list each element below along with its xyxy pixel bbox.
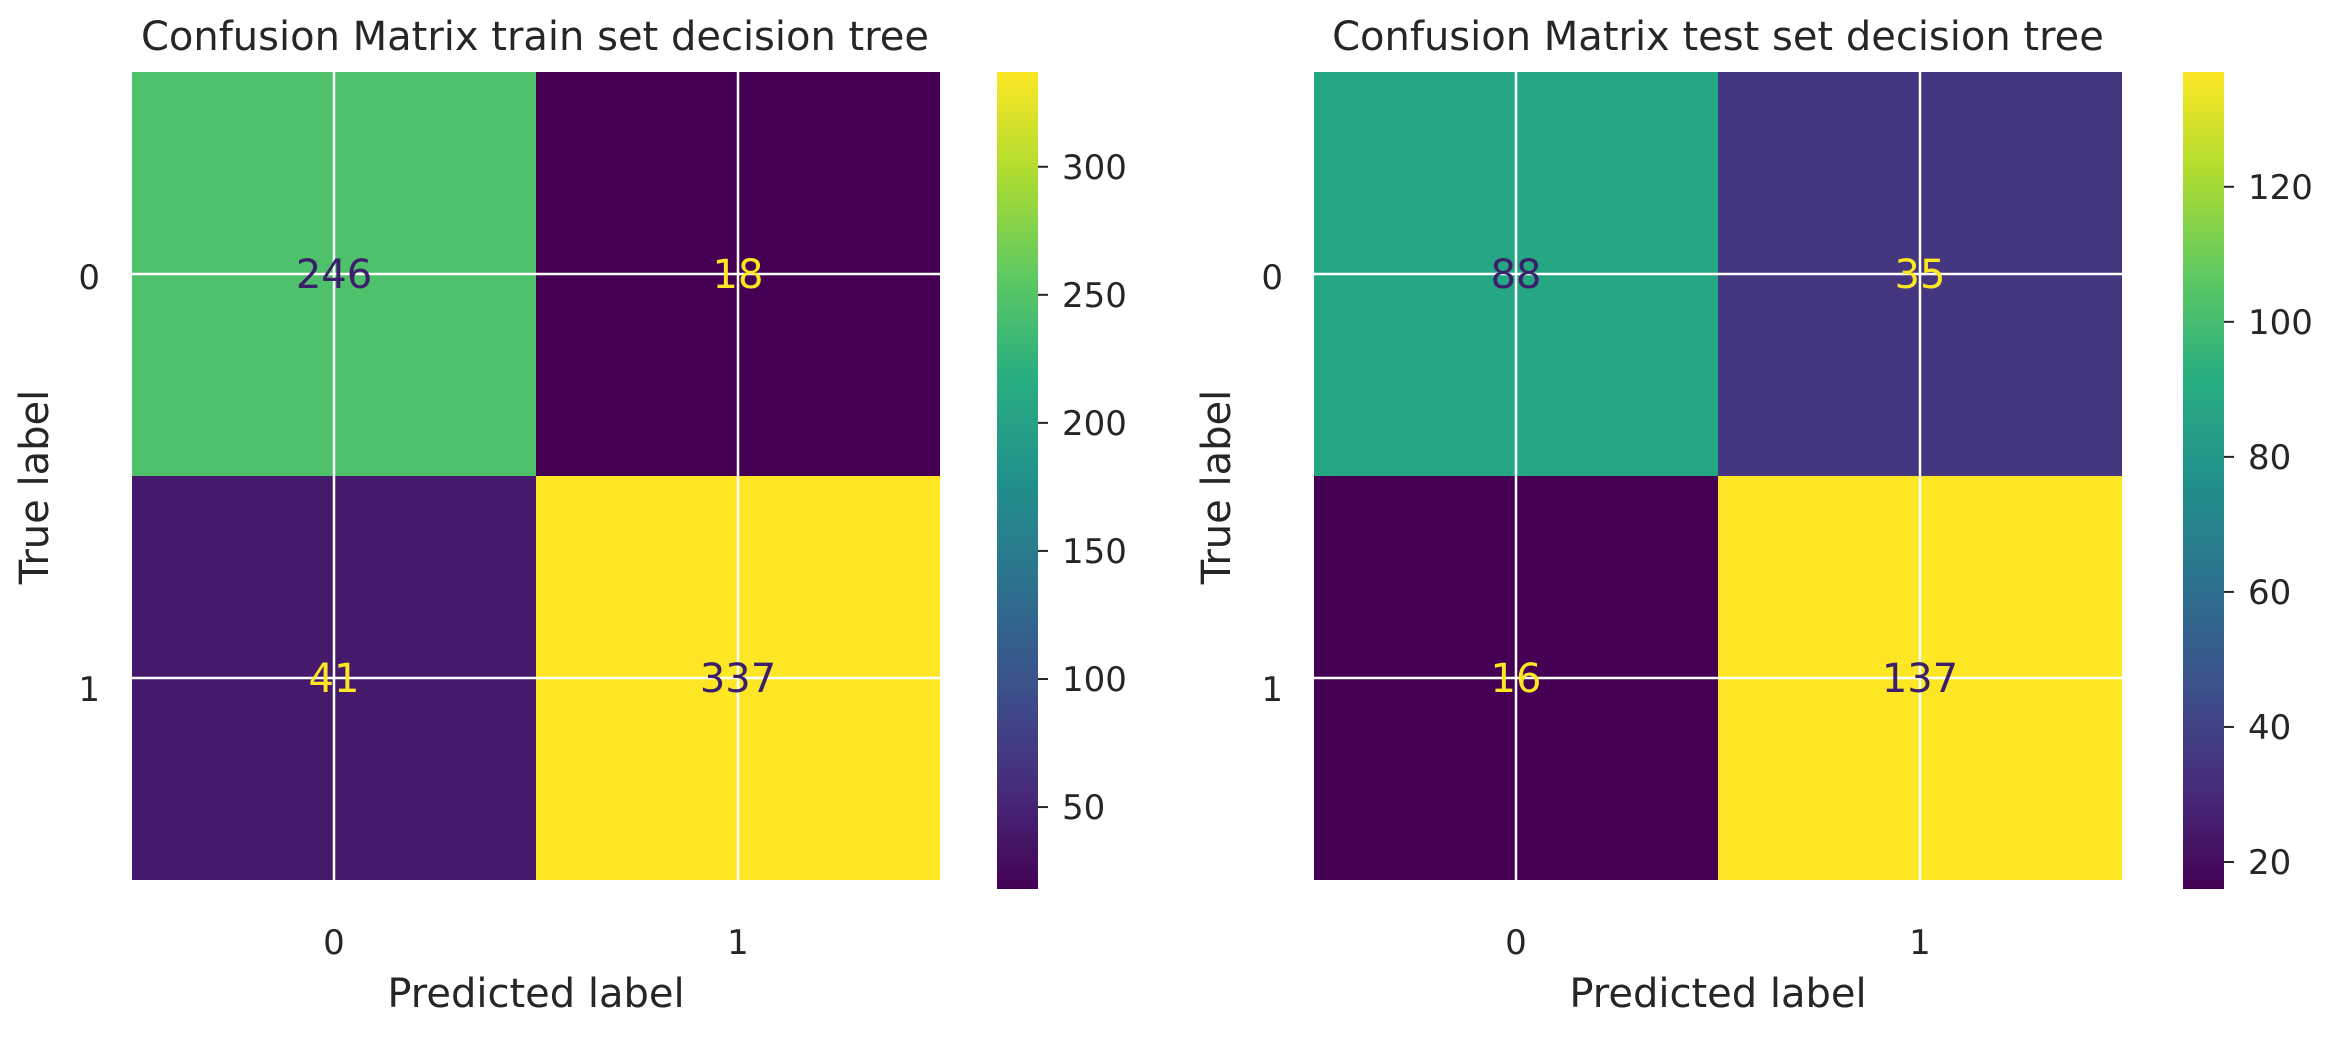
train-y-axis-label: True label [12, 390, 58, 585]
train-y-tick-1: 1 [78, 670, 100, 710]
train-colorbar-ticks: 50 100 150 200 250 300 [1038, 148, 1127, 828]
test-x-tick-1: 1 [1909, 923, 1931, 963]
train-x-tick-1: 1 [727, 923, 749, 963]
test-x-tick-0: 0 [1505, 923, 1527, 963]
train-heatmap-cells [132, 72, 940, 880]
train-chart-title: Confusion Matrix train set decision tree [141, 14, 929, 60]
train-cell-labels: 246 18 41 337 [296, 252, 776, 702]
test-colorbar-tick-label-1: 40 [2248, 708, 2291, 748]
test-colorbar-tick-label-5: 120 [2248, 168, 2313, 208]
test-colorbar [2183, 72, 2224, 889]
train-cell-value-r0-c1: 18 [713, 252, 764, 298]
train-y-tick-0: 0 [78, 258, 100, 298]
test-heatmap-cells [1314, 72, 2122, 880]
test-cell-value-r0-c0: 88 [1491, 252, 1542, 298]
train-colorbar-tick-label-1: 100 [1062, 660, 1127, 700]
train-x-tick-0: 0 [323, 923, 345, 963]
test-colorbar-ticks: 20 40 60 80 100 120 [2224, 168, 2313, 883]
train-colorbar-tick-label-0: 50 [1062, 788, 1105, 828]
test-colorbar-tick-label-4: 100 [2248, 303, 2313, 343]
test-cell-labels: 88 35 16 137 [1491, 252, 1959, 702]
train-colorbar-tick-label-2: 150 [1062, 532, 1127, 572]
test-y-tick-1: 1 [1261, 670, 1283, 710]
test-cell-value-r0-c1: 35 [1895, 252, 1946, 298]
test-colorbar-tick-label-0: 20 [2248, 843, 2291, 883]
test-colorbar-tick-label-2: 60 [2248, 573, 2291, 613]
train-colorbar-tick-label-5: 300 [1062, 148, 1127, 188]
test-chart-title: Confusion Matrix test set decision tree [1332, 14, 2104, 60]
test-cell-value-r1-c1: 137 [1882, 656, 1958, 702]
train-colorbar-tick-label-3: 200 [1062, 404, 1127, 444]
train-gridlines [132, 72, 940, 880]
train-cell-value-r1-c0: 41 [309, 656, 360, 702]
train-confusion-panel: Confusion Matrix train set decision tree… [12, 14, 1127, 1017]
train-x-axis-label: Predicted label [387, 971, 684, 1017]
test-y-axis-label: True label [1194, 390, 1240, 585]
train-colorbar [997, 72, 1038, 889]
train-cell-value-r1-c1: 337 [700, 656, 776, 702]
test-y-tick-0: 0 [1261, 258, 1283, 298]
test-x-axis-label: Predicted label [1569, 971, 1866, 1017]
train-colorbar-tick-label-4: 250 [1062, 276, 1127, 316]
test-confusion-panel: Confusion Matrix test set decision tree … [1194, 14, 2313, 1017]
test-colorbar-tick-label-3: 80 [2248, 438, 2291, 478]
train-cell-value-r0-c0: 246 [296, 252, 372, 298]
test-gridlines [1314, 72, 2122, 880]
test-cell-value-r1-c0: 16 [1491, 656, 1542, 702]
